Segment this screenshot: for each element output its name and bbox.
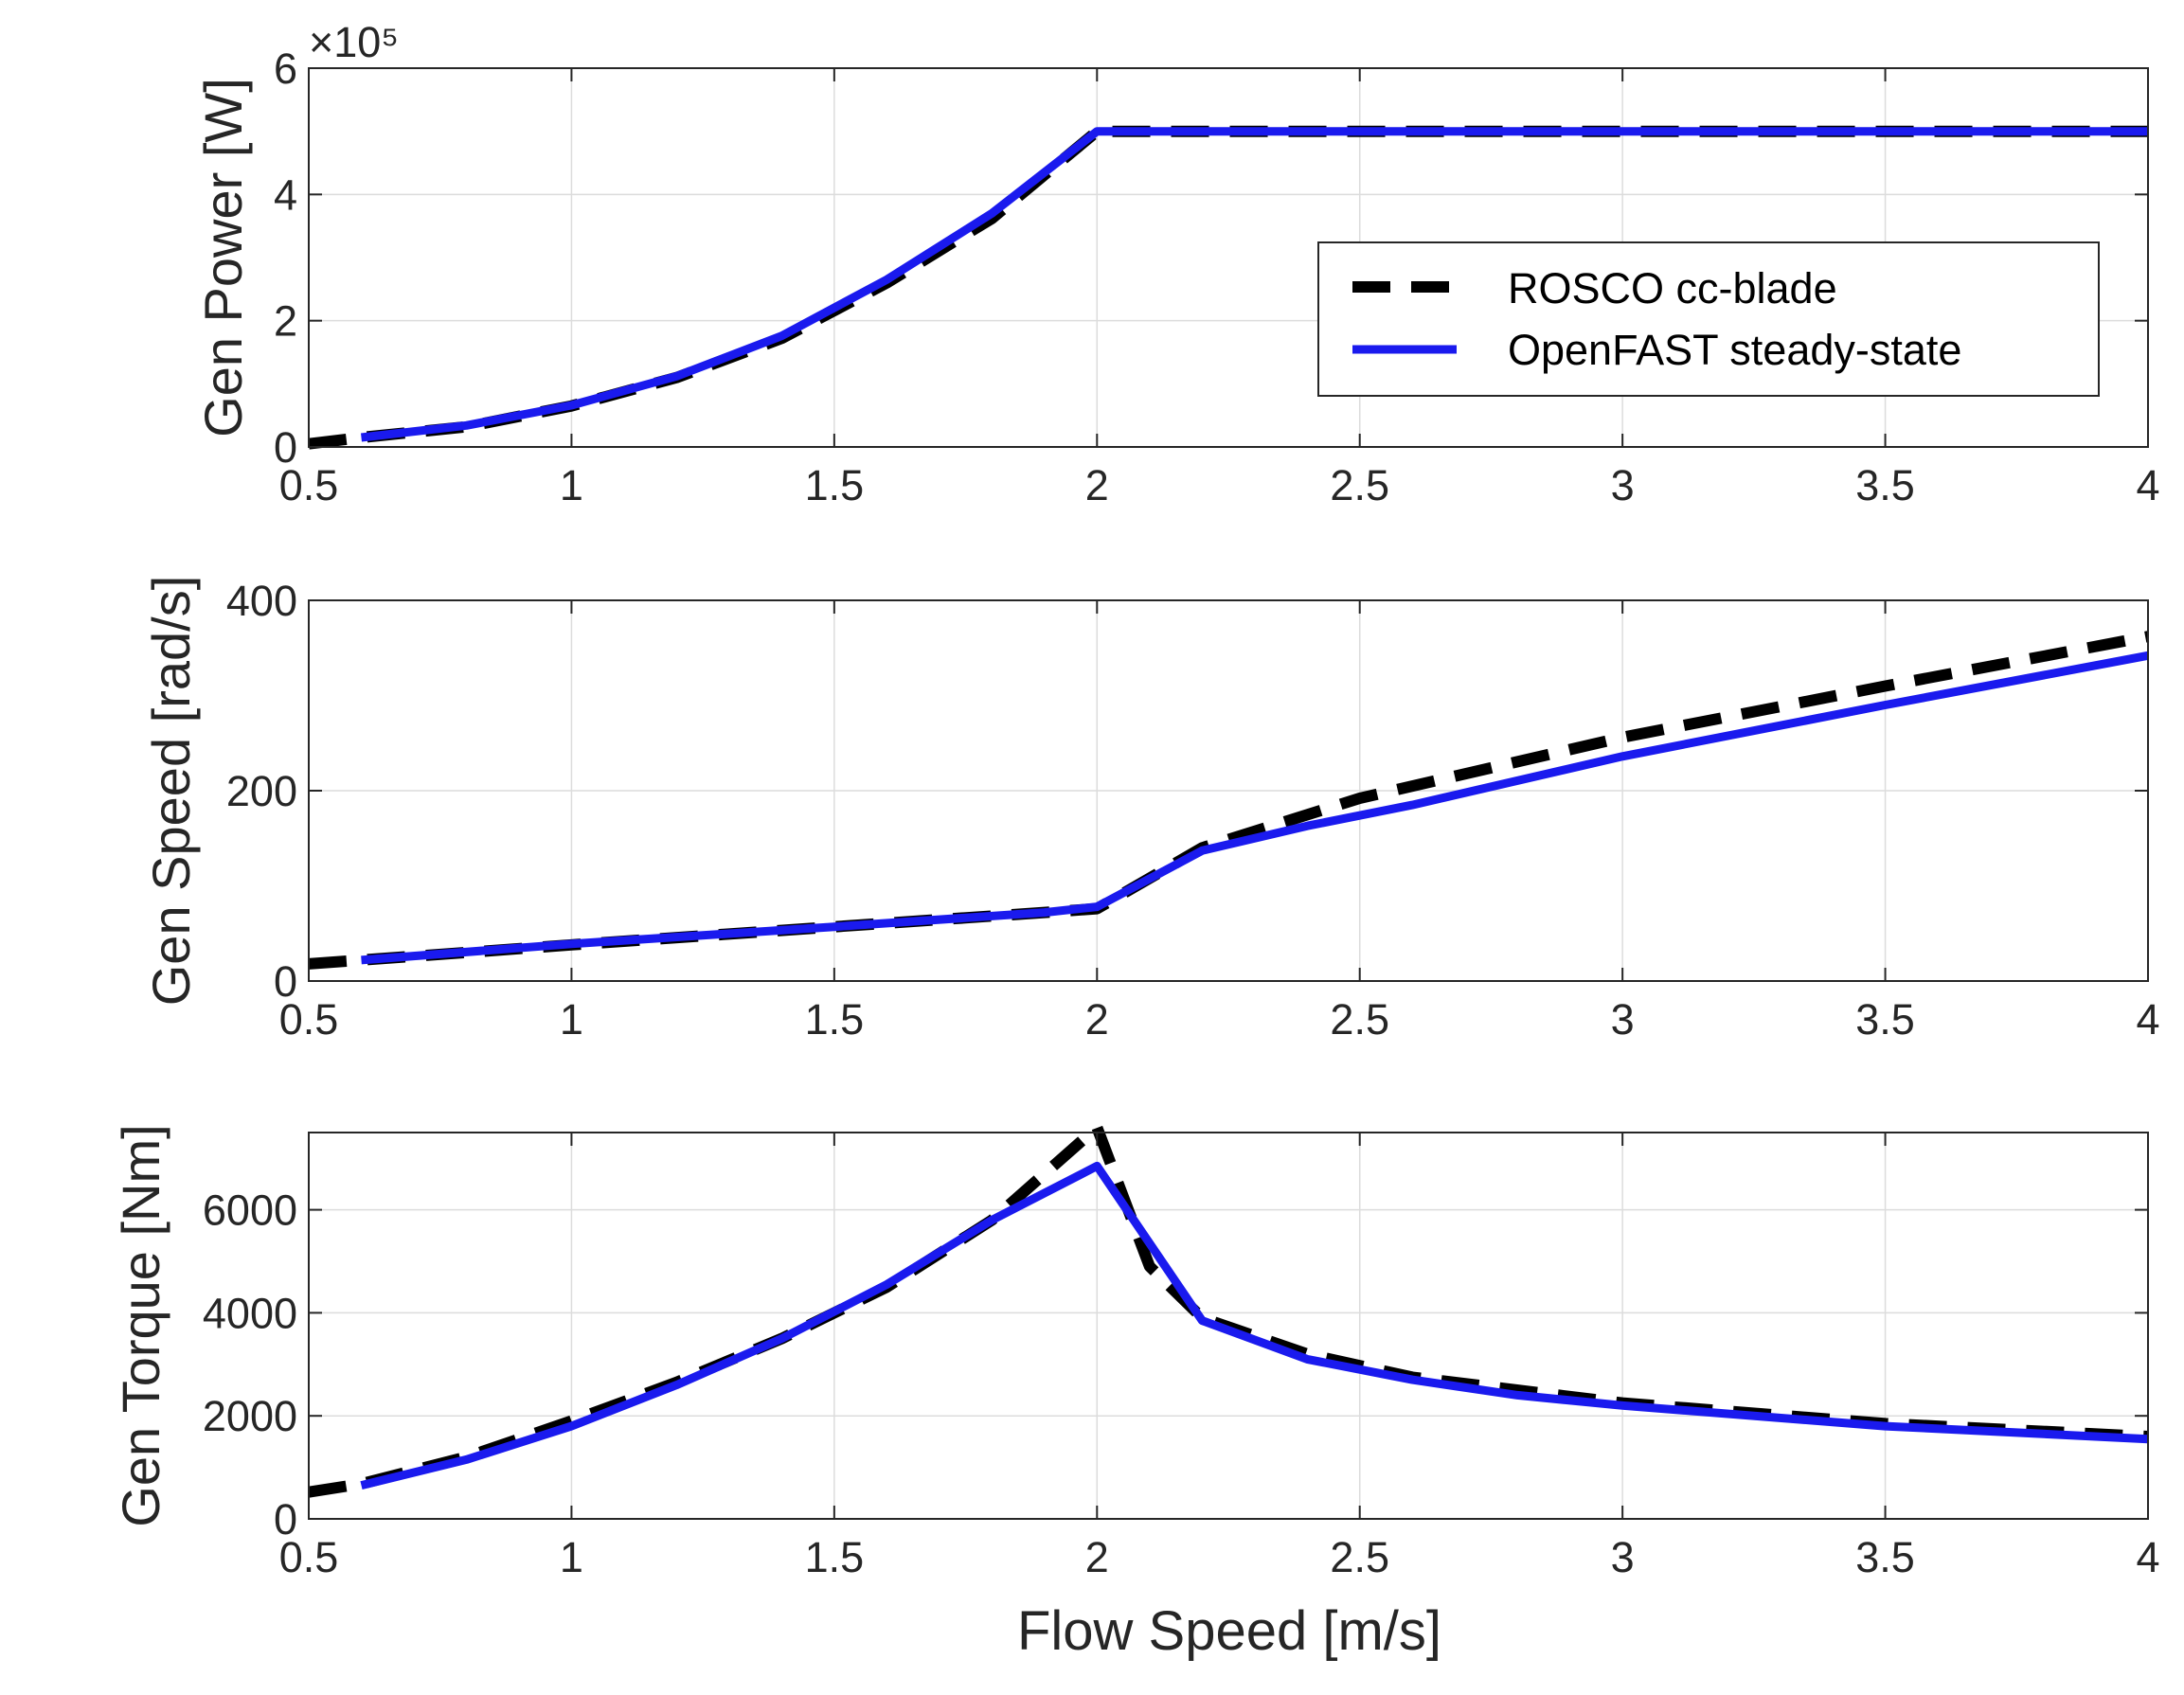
panel-2-x-tick-label: 4 [2136,995,2159,1044]
panel-1-y-tick-label: 2 [274,297,297,346]
panel-1-x-tick-label: 0.5 [279,461,339,509]
panel-2-x-tick-label: 2 [1085,995,1109,1044]
panel-3-axes-frame [308,1132,2149,1520]
legend-rosco-label: ROSCO cc-blade [1508,264,1837,312]
panel-3-openfast-series-line [360,1161,2149,1490]
panel-3-x-tick-label: 4 [2136,1533,2159,1581]
panel-1-x-tick-label: 2 [1085,461,1109,509]
panel-3-x-tick-label: 1.5 [805,1533,865,1581]
panel-3-x-tick-label: 2 [1085,1533,1109,1581]
panel-3-rosco-series-line [308,1121,2149,1498]
panel-2-y-axis-label: Gen Speed [rad/s] [141,576,201,1007]
panel-1-y-exponent-label: ×10⁵ [309,18,399,66]
panel-3-x-tick-label: 3.5 [1855,1533,1915,1581]
panel-3-y-tick-label: 2000 [203,1392,297,1440]
panel-3-x-tick-label: 0.5 [279,1533,339,1581]
x-axis-label: Flow Speed [m/s] [1017,1600,1441,1662]
panel-2-y-tick-label: 200 [226,767,297,815]
panel-1-y-tick-label: 4 [274,170,297,219]
panel-3-y-tick-label: 6000 [203,1186,297,1235]
panel-3-x-tick-label: 2.5 [1330,1533,1389,1581]
panel-2-x-tick-label: 2.5 [1330,995,1389,1044]
panel-1-y-axis-label: Gen Power [W] [193,78,253,437]
panel-1-x-tick-label: 4 [2136,461,2159,509]
panel-1-y-tick-label: 0 [274,423,297,472]
panel-2-y-tick-label: 0 [274,957,297,1006]
panel-1-x-tick-label: 1.5 [805,461,865,509]
panel-1-x-tick-label: 3 [1611,461,1635,509]
panel-2-x-tick-label: 0.5 [279,995,339,1044]
panel-2-x-tick-label: 1.5 [805,995,865,1044]
panel-1-y-tick-label: 6 [274,45,297,93]
panel-2-x-tick-label: 3.5 [1855,995,1915,1044]
legend-openfast-label: OpenFAST steady-state [1508,326,1961,374]
panel-3-y-tick-label: 0 [274,1495,297,1543]
panel-1-axes-frame [308,67,2149,448]
panel-1-x-tick-label: 2.5 [1330,461,1389,509]
panel-1-x-tick-label: 3.5 [1855,461,1915,509]
legend-box [1317,241,2100,397]
panel-3-x-tick-label: 3 [1611,1533,1635,1581]
panel-2-openfast-series-line [361,651,2149,965]
panel-3-y-tick-label: 4000 [203,1289,297,1337]
panel-3-x-tick-label: 1 [560,1533,583,1581]
panel-2-x-tick-label: 3 [1611,995,1635,1044]
panel-3-y-axis-label: Gen Torque [Nm] [111,1124,170,1526]
panel-2-x-tick-label: 1 [560,995,583,1044]
panel-1-openfast-series-line [360,127,2148,442]
panel-1-x-tick-label: 1 [560,461,583,509]
panel-2-y-tick-label: 400 [226,577,297,625]
panel-2-rosco-series-line [308,631,2150,970]
